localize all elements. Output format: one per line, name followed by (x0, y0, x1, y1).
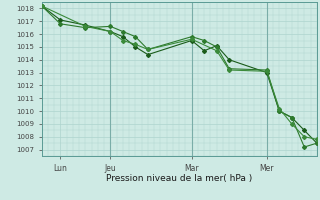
X-axis label: Pression niveau de la mer( hPa ): Pression niveau de la mer( hPa ) (106, 174, 252, 183)
